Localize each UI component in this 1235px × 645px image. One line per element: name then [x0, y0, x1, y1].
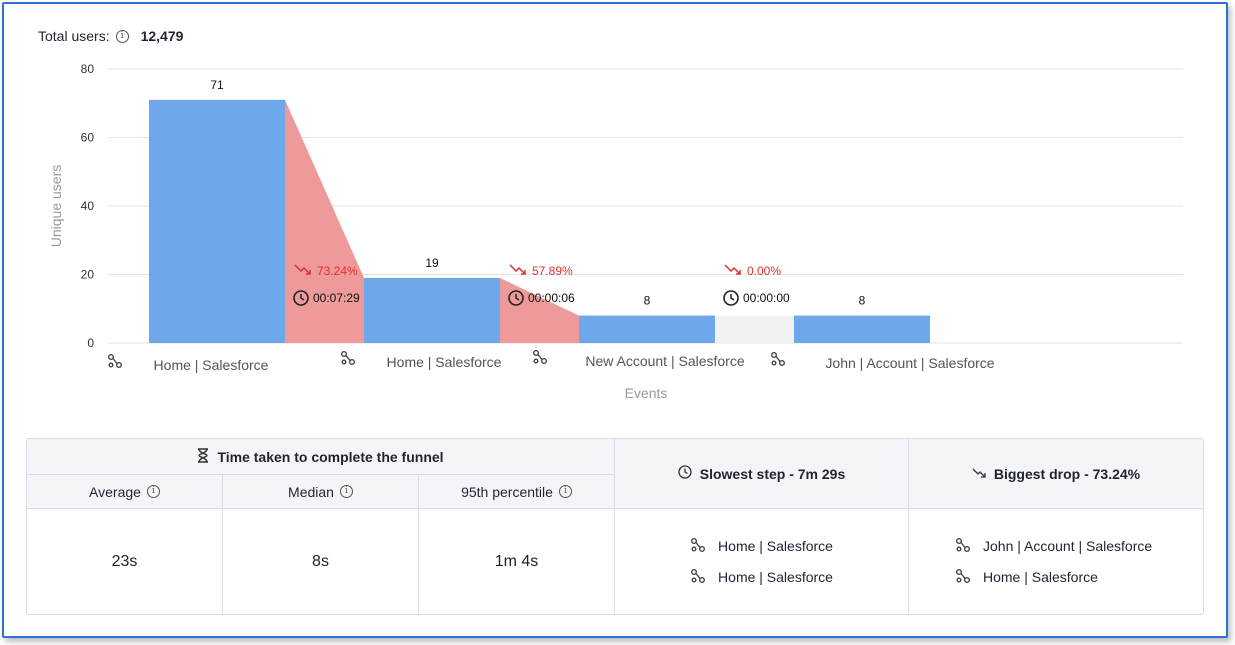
info-icon[interactable]: i	[339, 485, 353, 498]
y-tick-label: 40	[81, 199, 95, 213]
trend-down-icon	[972, 466, 986, 482]
x-category-label: John | Account | Salesforce	[825, 355, 994, 371]
median-header: Median i	[223, 475, 419, 509]
flat-transition	[715, 315, 794, 343]
bar-value-label: 8	[644, 294, 651, 308]
clock-hand	[730, 294, 735, 301]
x-category-label: Home | Salesforce	[387, 354, 502, 370]
drop-percent-label: 0.00%	[747, 264, 781, 278]
clock-icon	[678, 465, 692, 482]
drop-percent-label: 73.24%	[317, 264, 358, 278]
funnel-summary: Time taken to complete the funnel Slowes…	[26, 438, 1204, 615]
event-icon	[690, 568, 706, 587]
list-item[interactable]: John | Account | Salesforce	[955, 537, 1152, 556]
step-label: Home | Salesforce	[718, 569, 833, 585]
clock-hand	[515, 294, 520, 301]
p95-value: 1m 4s	[419, 509, 615, 614]
funnel-chart: 0 20 40 60 80 Unique users 73.24% 00:07:29 57.89…	[48, 62, 1183, 401]
x-axis-label: Events	[625, 385, 668, 401]
trend-down-icon	[294, 264, 311, 275]
slowest-step-list: Home | Salesforce Home | Salesforce	[615, 509, 909, 614]
clock-icon	[723, 290, 739, 306]
step-label: Home | Salesforce	[983, 569, 1098, 585]
average-value: 23s	[27, 509, 223, 614]
step-time-label: 00:00:00	[743, 291, 790, 305]
slowest-step-title: Slowest step - 7m 29s	[699, 465, 846, 482]
funnel-time-header: Time taken to complete the funnel	[27, 439, 615, 475]
biggest-drop-header: Biggest drop - 73.24%	[909, 439, 1203, 509]
bar	[149, 99, 285, 343]
bar-value-label: 19	[425, 256, 439, 270]
bar-value-label: 71	[210, 78, 224, 92]
step-time-label: 00:00:06	[528, 291, 575, 305]
event-icon	[533, 350, 547, 364]
y-tick-label: 60	[81, 131, 95, 145]
median-label: Median	[288, 483, 334, 500]
x-category-label: New Account | Salesforce	[585, 353, 744, 369]
x-category-label: Home | Salesforce	[154, 357, 269, 373]
slowest-step-header: Slowest step - 7m 29s	[615, 439, 909, 509]
total-users-value: 12,479	[140, 28, 184, 44]
list-item[interactable]: Home | Salesforce	[690, 537, 833, 556]
y-tick-label: 20	[81, 268, 95, 282]
info-icon[interactable]: i	[558, 485, 572, 498]
y-axis-label: Unique users	[48, 165, 64, 248]
total-users: Total users: i 12,479	[38, 28, 183, 44]
average-header: Average i	[27, 475, 223, 509]
bar	[364, 277, 500, 343]
p95-header: 95th percentile i	[419, 475, 615, 509]
median-value: 8s	[223, 509, 419, 614]
trend-down-icon	[724, 264, 741, 275]
bar	[794, 315, 930, 343]
info-icon[interactable]: i	[115, 29, 129, 43]
clock-icon	[293, 290, 309, 306]
bar-value-label: 8	[859, 294, 866, 308]
info-icon[interactable]: i	[146, 485, 160, 498]
event-icon	[771, 352, 785, 366]
biggest-drop-title: Biggest drop - 73.24%	[993, 465, 1141, 482]
biggest-drop-list: John | Account | Salesforce Home | Sales…	[909, 509, 1203, 614]
list-item[interactable]: Home | Salesforce	[955, 568, 1098, 587]
y-tick-label: 0	[87, 336, 94, 350]
event-icon	[690, 537, 706, 556]
event-icon	[341, 351, 355, 365]
event-icon	[955, 537, 971, 556]
step-label: Home | Salesforce	[718, 538, 833, 554]
trend-down-icon	[509, 264, 526, 275]
total-users-label: Total users:	[38, 28, 110, 44]
funnel-time-title: Time taken to complete the funnel	[217, 448, 444, 465]
step-time-label: 00:07:29	[313, 291, 360, 305]
clock-icon	[508, 290, 524, 306]
hourglass-icon	[197, 447, 209, 466]
bar	[579, 315, 715, 343]
list-item[interactable]: Home | Salesforce	[690, 568, 833, 587]
event-icon	[955, 568, 971, 587]
drop-area	[285, 99, 364, 343]
clock-hand	[300, 294, 305, 301]
drop-percent-label: 57.89%	[532, 264, 573, 278]
event-icon	[108, 354, 122, 368]
average-label: Average	[89, 483, 141, 500]
step-label: John | Account | Salesforce	[983, 538, 1153, 554]
y-tick-label: 80	[81, 62, 95, 76]
drop-area	[500, 277, 579, 343]
p95-label: 95th percentile	[461, 483, 553, 500]
